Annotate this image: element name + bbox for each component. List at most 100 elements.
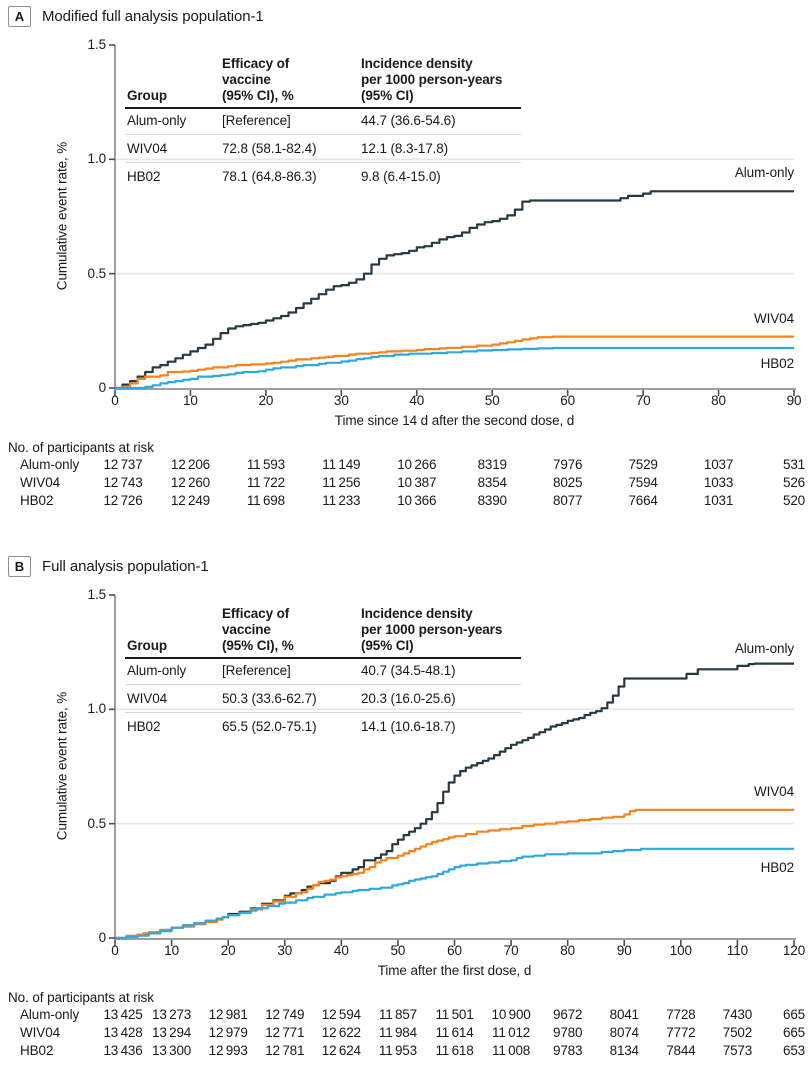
x-tick-label: 50 — [484, 393, 500, 408]
x-tick-label: 10 — [164, 943, 179, 958]
inset-header-cell: Incidence density per 1000 person-years … — [361, 56, 503, 103]
x-tick-label: 20 — [258, 393, 274, 408]
risk-value: 11 501 — [435, 1007, 474, 1022]
panel-a-label-box: A — [8, 6, 31, 27]
risk-value: 8354 — [477, 475, 507, 490]
inset-row-rule — [125, 712, 521, 713]
risk-value: 8077 — [553, 493, 583, 508]
curve-end-label-hb02: HB02 — [760, 859, 794, 875]
risk-value: 12 206 — [170, 457, 210, 472]
inset-row-rule — [125, 684, 521, 685]
risk-value: 8074 — [609, 1025, 639, 1040]
panel-a-header: A Modified full analysis population-1 — [8, 6, 264, 27]
panel-b-label-box: B — [8, 556, 31, 577]
risk-value: 12 624 — [321, 1043, 361, 1058]
risk-value: 11 618 — [435, 1043, 474, 1058]
risk-value: 11 256 — [322, 475, 361, 490]
inset-cell: 78.1 (64.8-86.3) — [222, 169, 317, 184]
inset-cell: Alum-only — [127, 113, 187, 128]
risk-value: 13 425 — [103, 1007, 143, 1022]
inset-cell: [Reference] — [222, 113, 291, 128]
risk-value: 7976 — [553, 457, 583, 472]
risk-value: 8134 — [609, 1043, 639, 1058]
x-tick-label: 30 — [333, 393, 349, 408]
curve-end-label-wiv04: WIV04 — [753, 783, 794, 799]
risk-value: 665 — [783, 1025, 805, 1040]
risk-value: 11 857 — [378, 1007, 417, 1022]
inset-cell: 40.7 (34.5-48.1) — [361, 663, 456, 678]
panel-a-risk-table: No. of participants at risk Alum-only 12 … — [0, 438, 810, 518]
x-tick-label: 60 — [560, 393, 576, 408]
curve-end-label-alum-only: Alum-only — [734, 640, 794, 656]
inset-header-cell: Group — [127, 638, 167, 653]
risk-value: 13 436 — [103, 1043, 143, 1058]
risk-value: 12 249 — [170, 493, 210, 508]
risk-value: 653 — [783, 1043, 805, 1058]
risk-value: 11 149 — [322, 457, 361, 472]
x-tick-label: 0 — [111, 943, 119, 958]
risk-value: 10 387 — [397, 475, 437, 490]
inset-header-rule — [125, 657, 521, 659]
inset-cell: 44.7 (36.6-54.6) — [361, 113, 456, 128]
risk-value: 8041 — [609, 1007, 639, 1022]
risk-value: 9783 — [553, 1043, 583, 1058]
series-curve-hb02 — [115, 346, 794, 390]
risk-value: 12 737 — [103, 457, 143, 472]
risk-value: 11 698 — [246, 493, 285, 508]
risk-value: 1037 — [703, 457, 734, 472]
curve-end-label-wiv04: WIV04 — [753, 310, 794, 326]
risk-value: 13 300 — [152, 1043, 192, 1058]
inset-cell: 50.3 (33.6-62.7) — [222, 691, 317, 706]
risk-value: 1033 — [703, 475, 734, 490]
x-tick-label: 40 — [409, 393, 425, 408]
panel-b-inset-stats-table: Group Efficacy of vaccine (95% CI), % Inci… — [125, 596, 521, 746]
y-tick-label: 1.0 — [87, 151, 107, 167]
x-tick-label: 90 — [616, 943, 632, 958]
panel-b: B Full analysis population-1 Cumulative … — [0, 550, 810, 1070]
risk-value: 12 979 — [208, 1025, 248, 1040]
inset-cell: WIV04 — [127, 141, 168, 156]
x-tick-label: 60 — [447, 943, 462, 958]
panel-b-header: B Full analysis population-1 — [8, 556, 209, 577]
risk-value: 10 366 — [397, 493, 437, 508]
inset-cell: 20.3 (16.0-25.6) — [361, 691, 456, 706]
inset-cell: 9.8 (6.4-15.0) — [361, 169, 441, 184]
panel-a-inset-stats-table: Group Efficacy of vaccine (95% CI), % Inci… — [125, 46, 521, 196]
inset-header-cell: Efficacy of vaccine (95% CI), % — [222, 56, 294, 103]
risk-value: 13 294 — [152, 1025, 192, 1040]
risk-value: 13 428 — [103, 1025, 143, 1040]
risk-value: 7664 — [628, 493, 658, 508]
risk-value: 8319 — [477, 457, 507, 472]
inset-header-cell: Group — [127, 88, 167, 103]
inset-cell: 65.5 (52.0-75.1) — [222, 719, 317, 734]
x-tick-label: 110 — [726, 943, 749, 958]
risk-row-label: WIV04 — [20, 1025, 61, 1040]
risk-value: 12 260 — [170, 475, 210, 490]
panel-b-x-axis-title: Time after the first dose, d — [377, 963, 532, 978]
risk-value: 12 771 — [265, 1025, 305, 1040]
risk-value: 11 593 — [246, 457, 285, 472]
risk-value: 12 993 — [208, 1043, 248, 1058]
risk-row-label: Alum-only — [20, 457, 80, 472]
inset-row-rule — [125, 134, 521, 135]
risk-value: 11 233 — [322, 493, 361, 508]
x-tick-label: 80 — [711, 393, 726, 408]
y-tick-label: 1.5 — [87, 587, 107, 602]
x-tick-label: 90 — [786, 393, 802, 408]
y-tick-label: 0.5 — [87, 265, 107, 281]
x-tick-label: 10 — [183, 393, 198, 408]
risk-row-label: HB02 — [20, 493, 54, 508]
y-tick-label: 0.5 — [87, 815, 107, 831]
inset-cell: [Reference] — [222, 663, 291, 678]
inset-cell: Alum-only — [127, 663, 187, 678]
risk-value: 665 — [783, 1007, 805, 1022]
risk-value: 9672 — [553, 1007, 583, 1022]
x-tick-label: 50 — [390, 943, 406, 958]
panel-a-risk-table-title: No. of participants at risk — [8, 440, 154, 455]
risk-value: 7772 — [666, 1025, 696, 1040]
panel-a-x-axis-title: Time since 14 d after the second dose, d — [334, 413, 575, 428]
risk-value: 12 726 — [103, 493, 143, 508]
risk-value: 7529 — [628, 457, 658, 472]
inset-cell: 12.1 (8.3-17.8) — [361, 141, 449, 156]
